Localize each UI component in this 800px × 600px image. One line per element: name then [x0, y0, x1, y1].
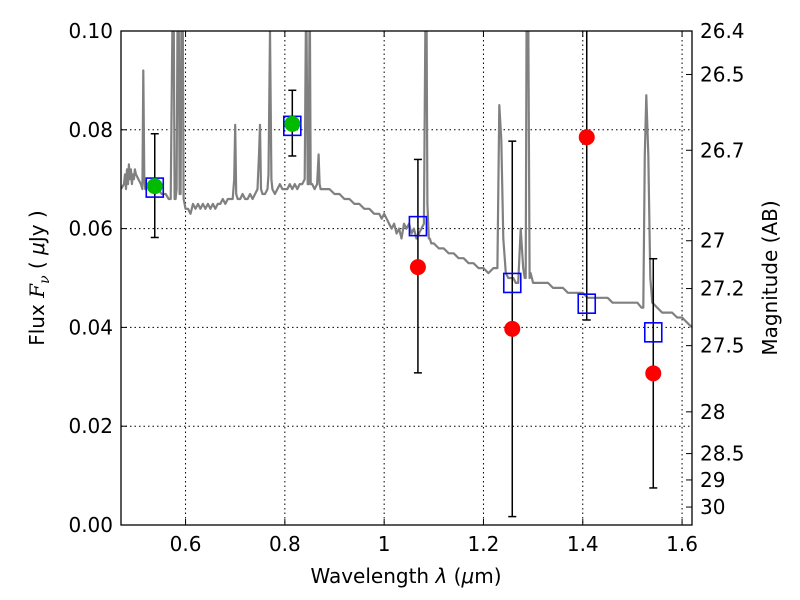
model-photometry-square: [408, 215, 428, 237]
y-tick-label: 0.02: [68, 414, 113, 438]
detection-point: [284, 115, 301, 132]
model-photometry-square: [145, 177, 165, 198]
x-tick-label: 1: [378, 532, 391, 556]
mag-tick-label: 27.2: [700, 277, 745, 301]
model-photometry-square: [502, 272, 522, 294]
model-spectrum-line: [121, 31, 692, 329]
x-tick-label: 1.4: [567, 532, 599, 556]
measurement-point: [645, 365, 662, 382]
detection-point: [146, 178, 163, 195]
mag-tick-label: 28: [700, 400, 725, 424]
mag-tick-label: 30: [700, 495, 725, 519]
y-axis-label: Flux Fν ( μJy ): [25, 210, 53, 346]
model-photometry-square: [643, 322, 663, 343]
x-tick-label: 1.6: [666, 532, 698, 556]
mag-tick-label: 28.5: [700, 442, 745, 466]
y-tick-label: 0.04: [68, 315, 113, 339]
mag-tick-label: 27: [700, 229, 725, 253]
y-tick-label: 0.08: [68, 118, 113, 142]
model-photometry-square: [577, 293, 597, 314]
mag-tick-label: 29: [700, 468, 725, 492]
mag-tick-label: 26.5: [700, 62, 745, 86]
mag-tick-label: 27.5: [700, 334, 745, 358]
measurement-point: [504, 320, 521, 337]
x-axis-label: Wavelength λ (μm): [310, 564, 501, 588]
x-tick-label: 0.8: [269, 532, 301, 556]
y-tick-label: 0.10: [68, 19, 113, 43]
x-tick-label: 1.2: [468, 532, 500, 556]
measurement-point: [578, 129, 595, 146]
y-tick-label: 0.00: [68, 513, 113, 537]
y-tick-label: 0.06: [68, 217, 113, 241]
y2-axis-label: Magnitude (AB): [758, 200, 782, 355]
mag-tick-label: 26.7: [700, 138, 745, 162]
x-tick-label: 0.6: [170, 532, 202, 556]
measurement-point: [409, 259, 426, 276]
mag-tick-label: 26.4: [700, 19, 745, 43]
grid: [121, 30, 692, 526]
plot-frame: [120, 30, 693, 526]
